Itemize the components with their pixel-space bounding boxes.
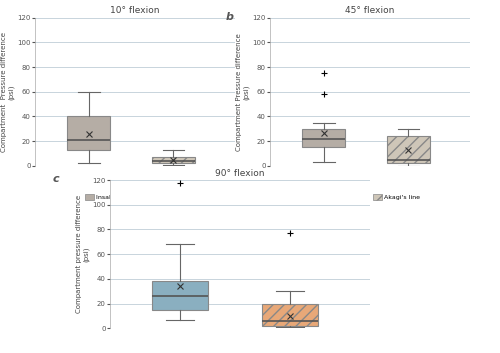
PathPatch shape — [152, 281, 208, 310]
Text: b: b — [226, 12, 234, 22]
Y-axis label: Compartment  Pressure difference
(psi): Compartment Pressure difference (psi) — [1, 32, 15, 152]
Legend: Insall's axis, Akagi's line: Insall's axis, Akagi's line — [318, 193, 422, 201]
Legend: Insall's axis, Akagi's line: Insall's axis, Akagi's line — [83, 193, 187, 201]
PathPatch shape — [387, 136, 430, 163]
Text: c: c — [53, 174, 60, 184]
Y-axis label: Compartment Pressure difference
(psi): Compartment Pressure difference (psi) — [236, 33, 250, 151]
PathPatch shape — [302, 129, 346, 148]
Title: 10° flexion: 10° flexion — [110, 6, 160, 16]
Y-axis label: Compartment pressure difference
(psi): Compartment pressure difference (psi) — [76, 195, 90, 313]
PathPatch shape — [152, 157, 195, 163]
Title: 45° flexion: 45° flexion — [346, 6, 395, 16]
PathPatch shape — [68, 116, 110, 150]
PathPatch shape — [262, 304, 318, 326]
Title: 90° flexion: 90° flexion — [215, 169, 265, 178]
